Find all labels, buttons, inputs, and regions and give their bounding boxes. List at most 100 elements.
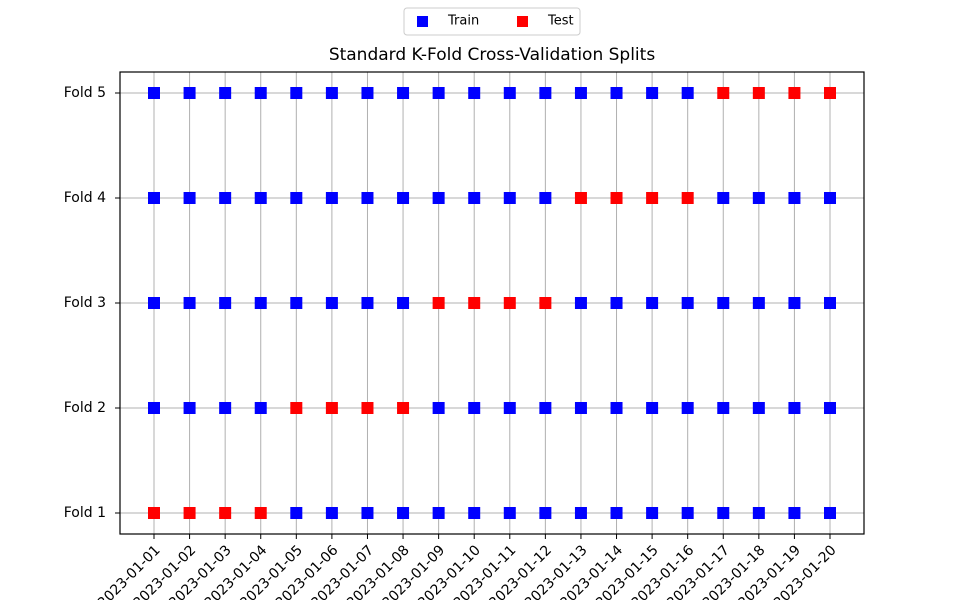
point bbox=[148, 507, 160, 519]
point bbox=[574, 402, 587, 414]
point bbox=[397, 402, 410, 414]
point bbox=[361, 87, 374, 99]
point bbox=[539, 297, 552, 309]
y-tick-label: Fold 4 bbox=[64, 190, 106, 206]
point bbox=[539, 87, 552, 99]
point bbox=[183, 87, 196, 99]
point bbox=[717, 507, 730, 519]
point bbox=[610, 507, 623, 519]
point bbox=[574, 192, 587, 204]
point bbox=[646, 297, 659, 309]
point bbox=[468, 507, 481, 519]
point bbox=[788, 87, 801, 99]
point bbox=[361, 192, 374, 204]
point bbox=[752, 507, 765, 519]
point bbox=[254, 507, 267, 519]
point bbox=[148, 402, 160, 414]
point bbox=[681, 87, 694, 99]
point bbox=[254, 402, 267, 414]
point bbox=[646, 192, 659, 204]
point bbox=[254, 192, 267, 204]
point bbox=[717, 87, 730, 99]
point bbox=[219, 507, 232, 519]
point bbox=[788, 507, 801, 519]
point bbox=[646, 507, 659, 519]
point bbox=[788, 192, 801, 204]
chart-title: Standard K-Fold Cross-Validation Splits bbox=[329, 45, 656, 65]
point bbox=[539, 507, 552, 519]
point bbox=[290, 402, 303, 414]
point bbox=[503, 87, 516, 99]
point bbox=[788, 402, 801, 414]
point bbox=[361, 402, 374, 414]
point bbox=[183, 192, 196, 204]
point bbox=[681, 297, 694, 309]
point bbox=[361, 297, 374, 309]
point bbox=[290, 87, 303, 99]
point bbox=[325, 87, 338, 99]
point bbox=[752, 402, 765, 414]
point bbox=[468, 297, 481, 309]
point bbox=[325, 402, 338, 414]
point bbox=[752, 297, 765, 309]
point bbox=[219, 192, 232, 204]
legend-label: Test bbox=[547, 14, 574, 29]
point bbox=[574, 297, 587, 309]
point bbox=[432, 87, 445, 99]
point bbox=[432, 297, 445, 309]
point bbox=[681, 402, 694, 414]
plot-frame bbox=[119, 71, 865, 535]
point bbox=[752, 192, 765, 204]
point bbox=[468, 87, 481, 99]
point bbox=[325, 507, 338, 519]
point bbox=[325, 192, 338, 204]
point bbox=[503, 297, 516, 309]
y-tick-label: Fold 1 bbox=[64, 505, 106, 521]
point bbox=[610, 402, 623, 414]
point bbox=[610, 87, 623, 99]
point bbox=[325, 297, 338, 309]
point bbox=[183, 507, 196, 519]
point bbox=[574, 87, 587, 99]
point bbox=[610, 297, 623, 309]
point bbox=[824, 402, 836, 414]
point bbox=[681, 507, 694, 519]
point bbox=[397, 507, 410, 519]
point bbox=[219, 402, 232, 414]
point bbox=[432, 402, 445, 414]
point bbox=[361, 507, 374, 519]
point bbox=[824, 297, 836, 309]
point bbox=[824, 507, 836, 519]
point bbox=[681, 192, 694, 204]
point bbox=[183, 297, 196, 309]
point bbox=[254, 297, 267, 309]
point bbox=[717, 297, 730, 309]
point bbox=[290, 297, 303, 309]
point bbox=[290, 507, 303, 519]
point bbox=[503, 507, 516, 519]
legend-marker bbox=[417, 16, 428, 27]
point bbox=[432, 192, 445, 204]
point bbox=[148, 192, 160, 204]
point bbox=[397, 192, 410, 204]
point bbox=[752, 87, 765, 99]
y-tick-label: Fold 3 bbox=[64, 295, 106, 311]
point bbox=[824, 192, 836, 204]
point bbox=[539, 402, 552, 414]
point bbox=[219, 297, 232, 309]
point bbox=[148, 297, 160, 309]
legend-marker bbox=[517, 16, 528, 27]
point bbox=[503, 402, 516, 414]
point bbox=[254, 87, 267, 99]
point bbox=[468, 192, 481, 204]
point bbox=[432, 507, 445, 519]
y-tick-label: Fold 2 bbox=[64, 400, 106, 416]
point bbox=[646, 87, 659, 99]
point bbox=[183, 402, 196, 414]
point bbox=[290, 192, 303, 204]
legend-box bbox=[403, 7, 581, 36]
point bbox=[646, 402, 659, 414]
point bbox=[717, 192, 730, 204]
